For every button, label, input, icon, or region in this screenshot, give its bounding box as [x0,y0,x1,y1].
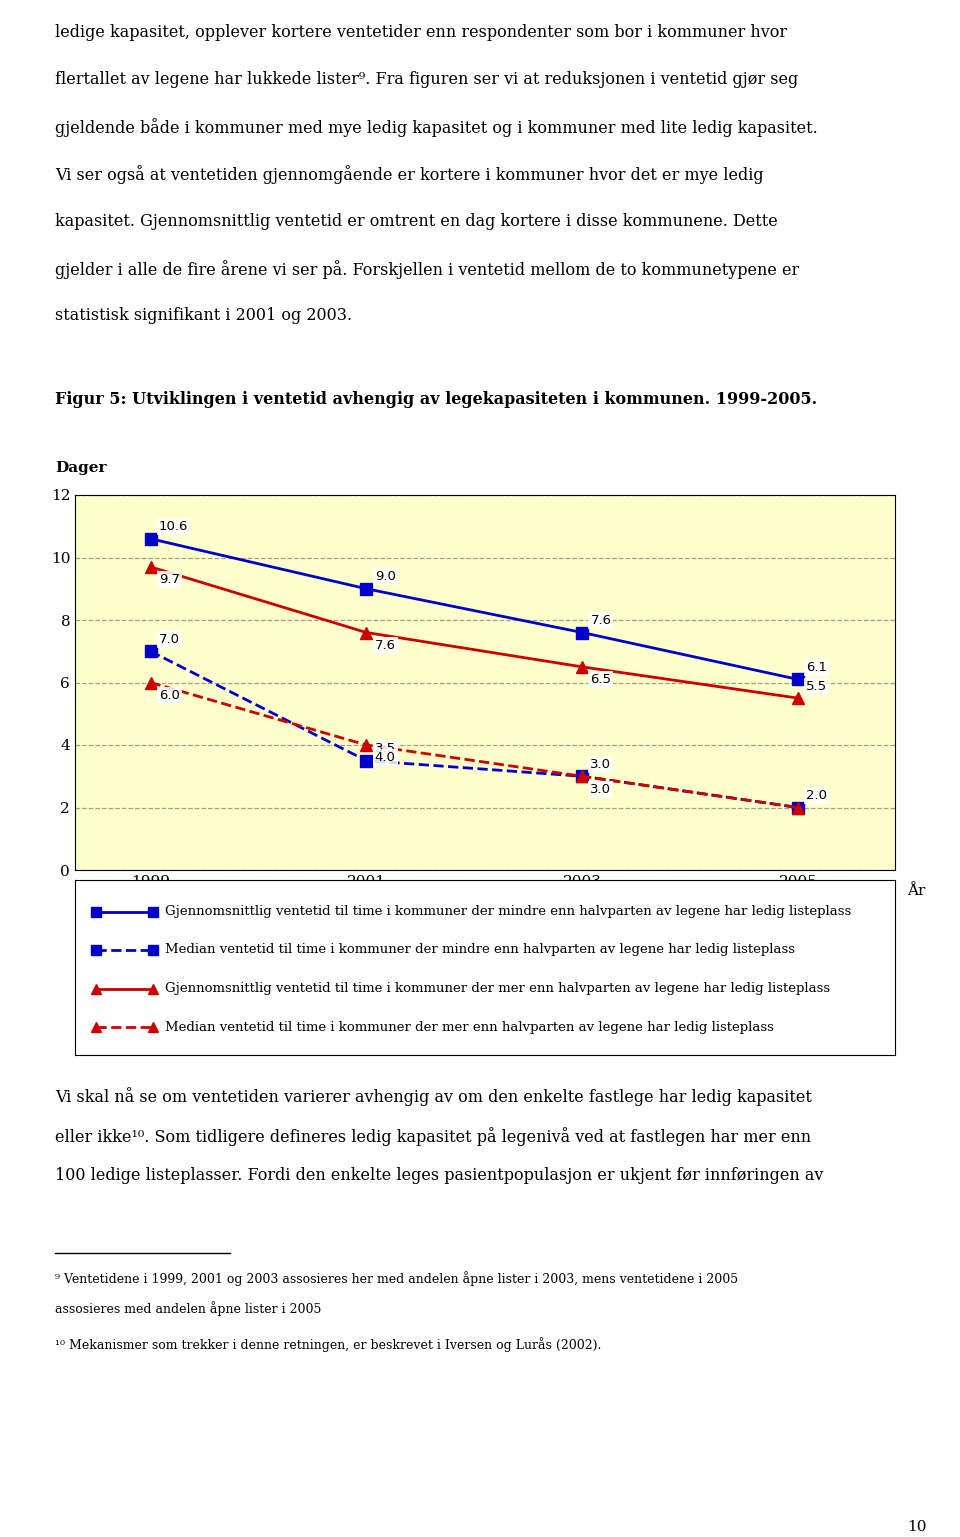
Text: 3.5: 3.5 [374,742,396,755]
Text: 3.0: 3.0 [590,782,612,796]
Text: eller ikke¹⁰. Som tidligere defineres ledig kapasitet på legenivå ved at fastleg: eller ikke¹⁰. Som tidligere defineres le… [55,1127,811,1147]
Text: Median ventetid til time i kommuner der mer enn halvparten av legene har ledig l: Median ventetid til time i kommuner der … [165,1021,774,1033]
Text: 9.7: 9.7 [158,573,180,586]
Text: ledige kapasitet, opplever kortere ventetider enn respondenter som bor i kommune: ledige kapasitet, opplever kortere vente… [55,25,787,41]
Text: ¹⁰ Mekanismer som trekker i denne retningen, er beskrevet i Iversen og Lurås (20: ¹⁰ Mekanismer som trekker i denne retnin… [55,1337,601,1353]
Text: flertallet av legene har lukkede lister⁹. Fra figuren ser vi at reduksjonen i ve: flertallet av legene har lukkede lister⁹… [55,71,799,88]
Text: gjelder i alle de fire årene vi ser på. Forskjellen i ventetid mellom de to komm: gjelder i alle de fire årene vi ser på. … [55,260,800,278]
Text: 7.6: 7.6 [590,613,612,627]
Text: Vi skal nå se om ventetiden varierer avhengig av om den enkelte fastlege har led: Vi skal nå se om ventetiden varierer avh… [55,1087,812,1107]
Text: Gjennomsnittlig ventetid til time i kommuner der mer enn halvparten av legene ha: Gjennomsnittlig ventetid til time i komm… [165,982,830,994]
Text: 9.0: 9.0 [374,570,396,583]
Text: 7.0: 7.0 [158,633,180,646]
Text: 6.1: 6.1 [806,661,828,673]
Text: År: År [907,884,925,898]
Text: 6.0: 6.0 [158,689,180,702]
Text: 6.5: 6.5 [590,673,612,687]
Text: 4.0: 4.0 [374,752,396,764]
Text: 3.0: 3.0 [590,758,612,770]
Text: Vi ser også at ventetiden gjennomgående er kortere i kommuner hvor det er mye le: Vi ser også at ventetiden gjennomgående … [55,166,763,184]
Text: Dager: Dager [55,461,107,475]
Text: Median ventetid til time i kommuner der mindre enn halvparten av legene har ledi: Median ventetid til time i kommuner der … [165,944,795,956]
Text: 2.0: 2.0 [806,788,828,802]
Text: 5.5: 5.5 [806,679,828,693]
Text: 7.6: 7.6 [374,639,396,652]
Text: gjeldende både i kommuner med mye ledig kapasitet og i kommuner med lite ledig k: gjeldende både i kommuner med mye ledig … [55,118,818,137]
Text: 100 ledige listeplasser. Fordi den enkelte leges pasientpopulasjon er ukjent før: 100 ledige listeplasser. Fordi den enkel… [55,1167,824,1183]
Text: assosieres med andelen åpne lister i 2005: assosieres med andelen åpne lister i 200… [55,1302,322,1316]
Text: 10.6: 10.6 [158,520,188,533]
Text: 10: 10 [907,1520,926,1534]
Text: statistisk signifikant i 2001 og 2003.: statistisk signifikant i 2001 og 2003. [55,307,352,324]
Text: ⁹ Ventetidene i 1999, 2001 og 2003 assosieres her med andelen åpne lister i 2003: ⁹ Ventetidene i 1999, 2001 og 2003 assos… [55,1271,738,1286]
Text: Figur 5: Utviklingen i ventetid avhengig av legekapasiteten i kommunen. 1999-200: Figur 5: Utviklingen i ventetid avhengig… [55,390,817,407]
Text: kapasitet. Gjennomsnittlig ventetid er omtrent en dag kortere i disse kommunene.: kapasitet. Gjennomsnittlig ventetid er o… [55,212,778,229]
Text: Gjennomsnittlig ventetid til time i kommuner der mindre enn halvparten av legene: Gjennomsnittlig ventetid til time i komm… [165,905,852,918]
